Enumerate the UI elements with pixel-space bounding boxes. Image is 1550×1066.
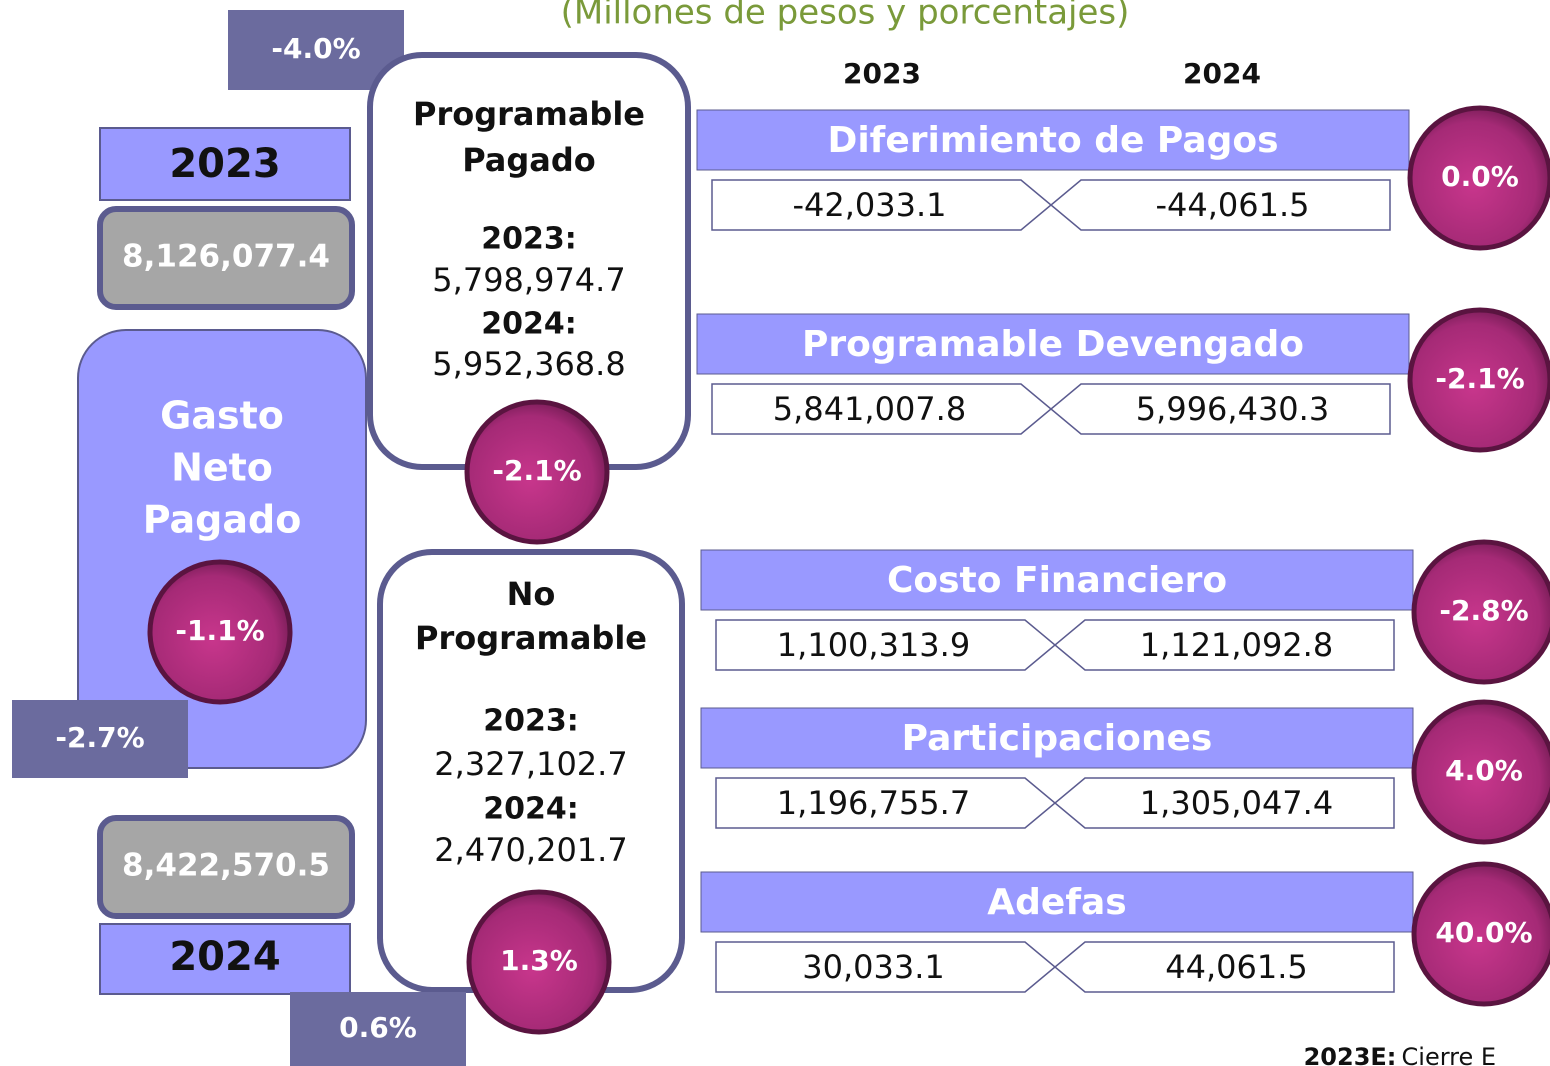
total-title: Pagado [143,498,302,542]
row-value-2024: 5,996,430.3 [1136,390,1329,428]
row-change-circle [1411,699,1550,845]
programable-title: Pagado [462,141,596,179]
no_programable-label-2023: 2023: [483,704,579,739]
year-2024: 2024 [169,934,280,980]
row-change: -2.8% [1439,594,1528,627]
programable-title: Programable [413,95,645,133]
no_programable-title: Programable [415,619,647,657]
programable-change: -2.1% [492,454,581,487]
row-header [696,109,1410,171]
no_programable-value-2023: 2,327,102.7 [434,745,627,783]
row-value-2023: 30,033.1 [802,948,945,986]
row-value-2024: 44,061.5 [1165,948,1308,986]
row-header [696,313,1410,375]
value-cell [715,777,1057,829]
tag-bottom: 0.6% [339,1011,417,1044]
row-change-circle [1411,861,1550,1007]
row-label: Programable Devengado [802,324,1304,365]
row-label: Adefas [987,882,1126,923]
total-change: -1.1% [175,614,264,647]
value-cell [715,941,1057,993]
row-value-2023: 1,196,755.7 [777,784,970,822]
row-header [700,549,1414,611]
row-header [700,707,1414,769]
row-change: 4.0% [1445,754,1523,787]
row-change: 0.0% [1441,160,1519,193]
row-change-circle [1407,105,1550,251]
no_programable-label-2024: 2024: [483,792,579,827]
footnote-label: 2023E: [1304,1043,1397,1066]
programable-value-2023: 5,798,974.7 [432,261,625,299]
row-value-2023: 5,841,007.8 [773,390,966,428]
row-header [700,871,1414,933]
tag-left: -2.7% [55,721,144,754]
value-cell [1053,777,1395,829]
total-2023: 8,126,077.4 [122,239,330,275]
value-cell [1053,619,1395,671]
programable-label-2023: 2023: [481,222,577,257]
row-label: Participaciones [902,718,1213,759]
programable-value-2024: 5,952,368.8 [432,345,625,383]
year-box [99,127,351,201]
row-change: 40.0% [1435,916,1532,949]
tag-top: -4.0% [271,32,360,65]
row-change-circle [1407,307,1550,453]
value-box [97,815,355,919]
row-value-2024: 1,305,047.4 [1140,784,1333,822]
total-title: Gasto [160,394,284,438]
row-change-circle [1411,539,1550,685]
value-cell [711,179,1053,231]
year-box [99,923,351,995]
row-value-2023: 1,100,313.9 [777,626,970,664]
row-value-2023: -42,033.1 [792,186,946,224]
value-cell [1053,941,1395,993]
total-2024: 8,422,570.5 [122,848,330,884]
value-cell [1049,383,1391,435]
value-cell [711,383,1053,435]
column-header: 2023 [843,57,921,90]
no_programable-value-2024: 2,470,201.7 [434,831,627,869]
footnote-text: Cierre E [1402,1043,1497,1066]
subtitle: (Millones de pesos y porcentajes) [561,0,1130,33]
total-title: Neto [171,446,273,490]
column-header: 2024 [1183,57,1261,90]
total-change-circle [147,559,293,705]
value-box [97,206,355,310]
row-change: -2.1% [1435,362,1524,395]
total-box [77,329,367,769]
row-value-2024: -44,061.5 [1155,186,1309,224]
value-cell [1049,179,1391,231]
row-label: Costo Financiero [887,560,1227,601]
no_programable-change: 1.3% [500,944,578,977]
row-label: Diferimiento de Pagos [827,120,1278,161]
tag-left-box [12,700,188,778]
row-value-2024: 1,121,092.8 [1140,626,1333,664]
programable-label-2024: 2024: [481,307,577,342]
no_programable-change-circle [466,889,612,1035]
value-cell [715,619,1057,671]
programable-change-circle [464,399,610,545]
tag-bottom-box [290,992,466,1066]
no_programable-title: No [507,575,556,613]
tag-top-box [228,10,404,90]
year-2023: 2023 [169,141,280,187]
